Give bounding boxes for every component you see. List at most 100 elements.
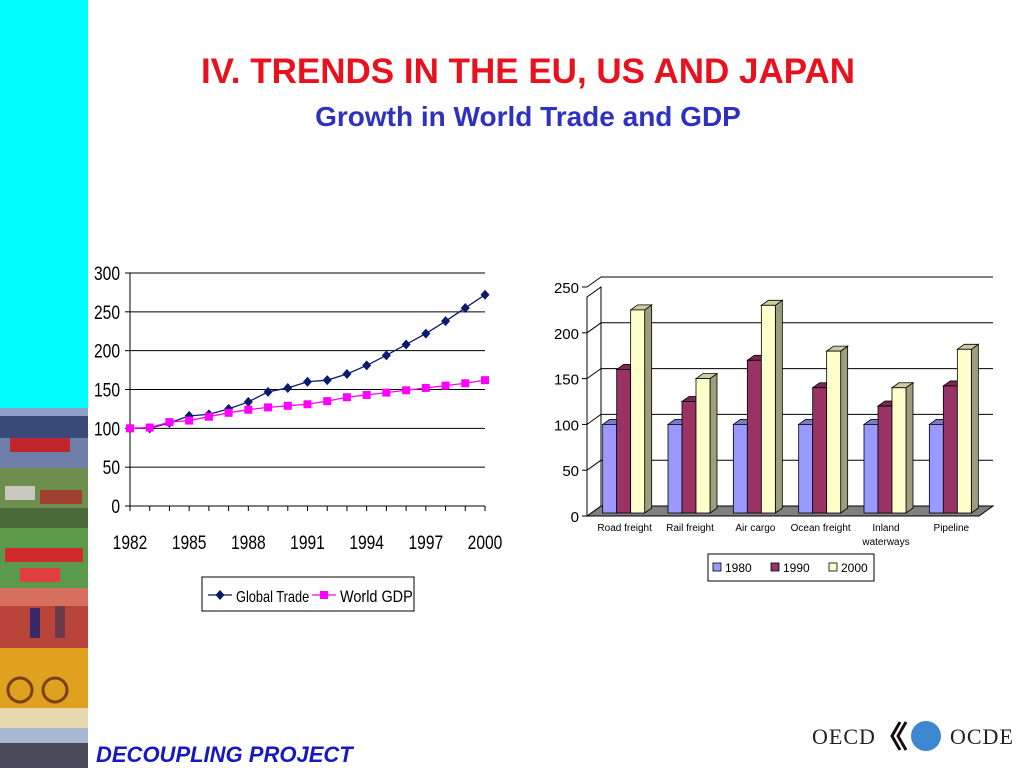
line-chart-ytick-label: 150 <box>94 379 120 401</box>
oecd-logo-mark <box>890 721 941 751</box>
world-gdp-point <box>145 423 154 432</box>
legend-swatch-1990 <box>770 562 780 572</box>
photo-people-street <box>0 588 88 648</box>
slide-title: IV. TRENDS IN THE EU, US AND JAPAN <box>200 52 856 91</box>
global-trade-point <box>421 328 431 339</box>
footer-project-label: DECOUPLING PROJECT <box>96 742 353 767</box>
legend-label-1980: 1980 <box>725 561 752 575</box>
global-trade-point <box>381 350 391 361</box>
bar-2000 <box>890 381 915 514</box>
bar-side-face <box>774 299 783 514</box>
legend-label-world-gdp: World GDP <box>340 588 413 606</box>
bar-side-face <box>905 381 914 514</box>
global-trade-point <box>460 302 470 313</box>
legend-marker-global-trade <box>215 590 225 600</box>
line-chart-ytick-label: 0 <box>111 496 120 518</box>
photo-train-station <box>0 408 88 468</box>
bar-front-face <box>667 423 683 514</box>
bar-front-face <box>681 401 697 514</box>
bar-front-face <box>616 369 632 514</box>
bar-chart-legend: 1980 1990 2000 <box>707 553 875 582</box>
world-gdp-point <box>481 376 489 385</box>
legend-marker-world-gdp <box>320 591 328 599</box>
global-trade-point <box>401 339 411 350</box>
ocde-logo-text: OCDE <box>950 724 1014 749</box>
global-trade-point <box>441 316 451 327</box>
world-gdp-point <box>224 408 233 417</box>
bar-side-face <box>840 345 849 514</box>
bar-chart-category-label: Pipeline <box>934 523 970 534</box>
world-gdp-point <box>461 379 470 388</box>
bar-2000 <box>825 345 849 514</box>
bar-front-face <box>630 309 646 514</box>
global-trade-point <box>322 375 332 386</box>
global-trade-point <box>362 360 372 371</box>
oecd-logo-text: OECD <box>812 724 876 749</box>
line-chart-legend: Global Trade World GDP <box>201 576 415 612</box>
world-gdp-point <box>323 397 332 406</box>
line-chart-xtick-label: 1994 <box>349 532 384 554</box>
photo-cyclist <box>0 648 88 708</box>
trade-gdp-line-chart: 0 50 100 150 200 250 300 1982 1985 1988 1991 1994 1… <box>94 263 503 612</box>
bar-chart-category-label: Rail freight <box>666 523 714 534</box>
world-gdp-point <box>204 412 213 421</box>
bar-side-face <box>709 372 718 514</box>
bar-chart-category-label: waterways <box>861 537 909 548</box>
bar-2000 <box>629 304 653 514</box>
bar-chart-gridline-side <box>586 459 602 471</box>
bar-chart-ytick-label: 0 <box>571 509 579 526</box>
bar-front-face <box>826 350 842 514</box>
freight-bar-chart: 0 50 100 150 200 250 Road freight Rail freight… <box>554 276 995 582</box>
world-gdp-point <box>185 416 194 425</box>
world-gdp-point <box>283 401 292 410</box>
bar-front-face <box>746 359 762 514</box>
bar-chart-category-label: Road freight <box>597 523 652 534</box>
world-gdp-point <box>244 405 253 414</box>
global-trade-point <box>184 410 194 421</box>
bar-front-face <box>760 304 776 514</box>
line-chart-xtick-label: 1982 <box>113 532 148 554</box>
line-chart-ytick-label: 50 <box>103 457 120 479</box>
photo-containers <box>0 468 88 528</box>
bar-chart-side-wall <box>586 286 602 517</box>
bar-chart-ytick-label: 100 <box>554 417 579 434</box>
line-chart-ytick-label: 300 <box>94 263 120 285</box>
bar-chart-category-label: Air cargo <box>735 523 775 534</box>
bar-2000 <box>694 372 719 514</box>
world-gdp-point <box>441 381 450 390</box>
bar-front-face <box>695 378 711 514</box>
legend-swatch-2000 <box>828 562 838 572</box>
line-chart-xtick-label: 1985 <box>172 532 207 554</box>
bar-chart-category-label: Inland <box>872 523 899 534</box>
global-trade-point <box>243 396 253 407</box>
world-gdp-point <box>362 390 371 399</box>
bar-front-face <box>891 387 907 514</box>
legend-label-global-trade: Global Trade <box>236 589 309 607</box>
global-trade-point <box>263 386 273 397</box>
world-gdp-point <box>402 386 411 395</box>
global-trade-point <box>303 376 312 387</box>
bar-side-face <box>644 304 653 514</box>
bar-chart-gridline-side <box>586 322 602 334</box>
bar-front-face <box>928 423 944 514</box>
bar-chart-category-label: Ocean freight <box>791 523 851 534</box>
legend-label-1990: 1990 <box>783 561 810 575</box>
global-trade-point <box>283 382 293 393</box>
bar-chart-ytick-label: 250 <box>554 280 579 297</box>
photo-trains <box>0 528 88 588</box>
line-chart-xtick-label: 1997 <box>409 532 444 554</box>
world-gdp-point <box>342 393 351 402</box>
line-chart-ytick-label: 100 <box>94 418 120 440</box>
line-chart-xtick-label: 2000 <box>468 532 503 554</box>
world-gdp-point <box>421 383 430 392</box>
legend-label-2000: 2000 <box>841 561 868 575</box>
line-chart-xtick-label: 1988 <box>231 532 266 554</box>
world-gdp-point <box>126 424 134 433</box>
bar-front-face <box>812 387 828 514</box>
line-chart-xtick-label: 1991 <box>290 532 325 554</box>
bar-chart-gridline-side <box>586 413 602 425</box>
photo-city-crowd <box>0 708 88 768</box>
bar-front-face <box>942 385 958 514</box>
bar-side-face <box>970 343 979 514</box>
line-chart-legend-box <box>201 576 415 612</box>
